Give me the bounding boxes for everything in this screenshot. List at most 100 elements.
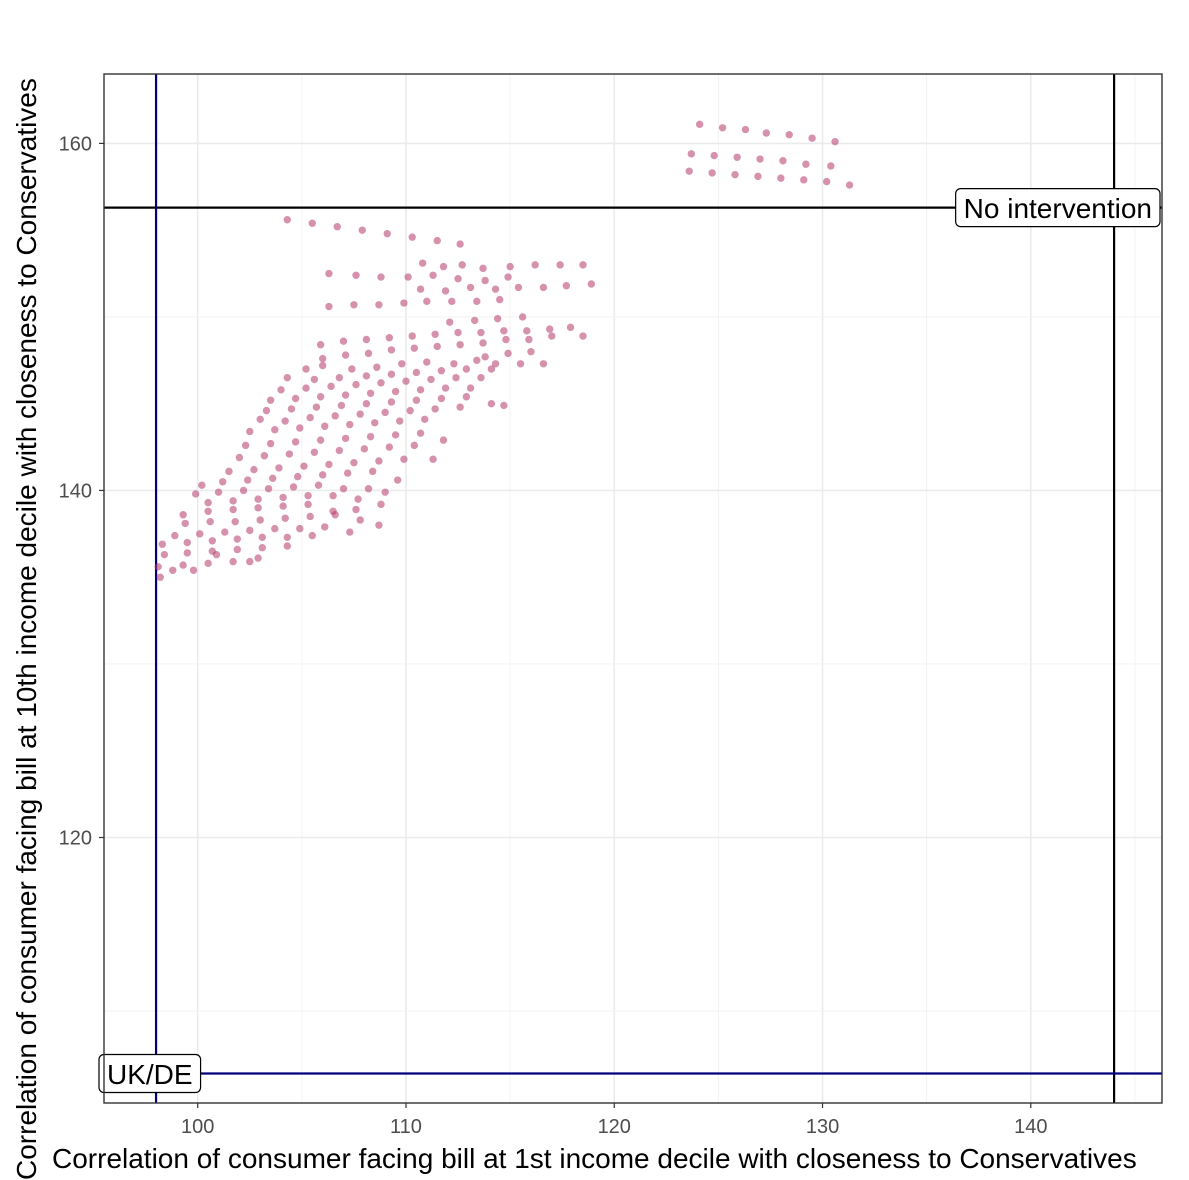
scatter-point [439,262,448,271]
scatter-point [377,379,385,387]
scatter-point [352,271,360,279]
scatter-point [283,216,291,224]
x-tick-label: 120 [598,1116,631,1138]
x-tick-label: 110 [390,1116,422,1138]
scatter-point [418,259,427,267]
scatter-point [466,384,475,392]
scatter-point [233,545,241,554]
scatter-point [308,219,316,227]
scatter-point [479,264,487,273]
scatter-point [429,271,437,279]
scatter-point [196,530,204,538]
scatter-point [158,540,167,548]
scatter-point [491,360,500,368]
scatter-point [687,150,696,158]
scatter-point [831,137,839,146]
scatter-point [331,412,339,420]
scatter-point [364,485,373,493]
scatter-point [448,297,456,306]
scatter-point [266,396,275,404]
scatter-point [456,240,464,248]
scatter-point [391,387,400,396]
scatter-point [827,162,835,170]
scatter-point [318,471,327,479]
scatter-point [346,528,354,536]
scatter-point [473,356,481,365]
scatter-point [229,505,237,514]
scatter-point [229,497,237,505]
reference-label-box [98,1053,202,1094]
scatter-point [316,393,325,401]
scatter-point [306,512,314,521]
grid-lines [104,74,1162,1103]
scatter-point [266,439,275,448]
scatter-point [246,526,254,535]
scatter-point [181,519,189,528]
scatter-point [271,524,279,533]
scatter-point [352,505,360,514]
scatter-point [406,406,414,415]
scatter-point [527,347,535,356]
scatter-point [258,533,266,542]
scatter-point [454,275,462,283]
scatter-point [504,349,512,358]
scatter-point [339,337,348,345]
scatter-point [822,177,831,186]
scatter-point [325,460,333,469]
scatter-point [398,360,406,368]
scatter-point [431,330,439,338]
scatter-point [304,491,312,500]
scatter-point [441,287,450,295]
scatter-point [198,481,206,489]
scatter-point [427,375,435,384]
scatter-point [339,485,348,493]
scatter-point [385,443,394,451]
scatter-point [296,524,304,533]
scatter-point [335,446,344,455]
scatter-point [785,131,793,139]
scatter-point [762,129,770,137]
scatter-point [423,297,431,306]
scatter-point [800,176,808,184]
scatter-point [487,399,496,408]
x-tick-label: 140 [1014,1116,1047,1138]
scatter-point [275,464,283,472]
scatter-point [191,490,200,498]
scatter-point [221,528,229,536]
scatter-point [219,478,227,486]
scatter-point [366,389,375,397]
scatter-point [291,394,300,403]
scatter-point [321,422,329,430]
scatter-point [708,169,716,177]
scatter-point [279,493,287,502]
scatter-point [154,563,162,571]
scatter-point [416,386,425,394]
scatter-point [310,375,319,384]
scatter-point [808,134,816,142]
scatter-point [169,566,177,574]
scatter-point [531,261,539,269]
scatter-point [356,410,364,418]
scatter-point [356,516,364,524]
scatter-point [310,448,319,456]
x-axis-ticks: 100 110 120 130 140 [181,1103,1047,1138]
scatter-point [375,457,383,465]
scatter-point [450,360,458,368]
scatter-point [333,223,341,231]
scatter-point [341,434,350,443]
scatter-point [341,391,350,399]
scatter-point [160,550,169,559]
scatter-point [387,346,396,354]
reference-labels: No intervention UK/DE [98,188,1161,1094]
scatter-point [383,229,391,238]
scatter-point [718,124,727,132]
scatter-point [487,365,496,373]
scatter-point [183,549,192,557]
x-tick-label: 100 [181,1116,214,1138]
scatter-point [400,455,408,463]
scatter-point [285,450,294,458]
scatter-point [256,415,264,424]
scatter-point [302,384,310,392]
y-axis-ticks: 120 140 160 [59,133,104,850]
scatter-point [214,488,223,496]
